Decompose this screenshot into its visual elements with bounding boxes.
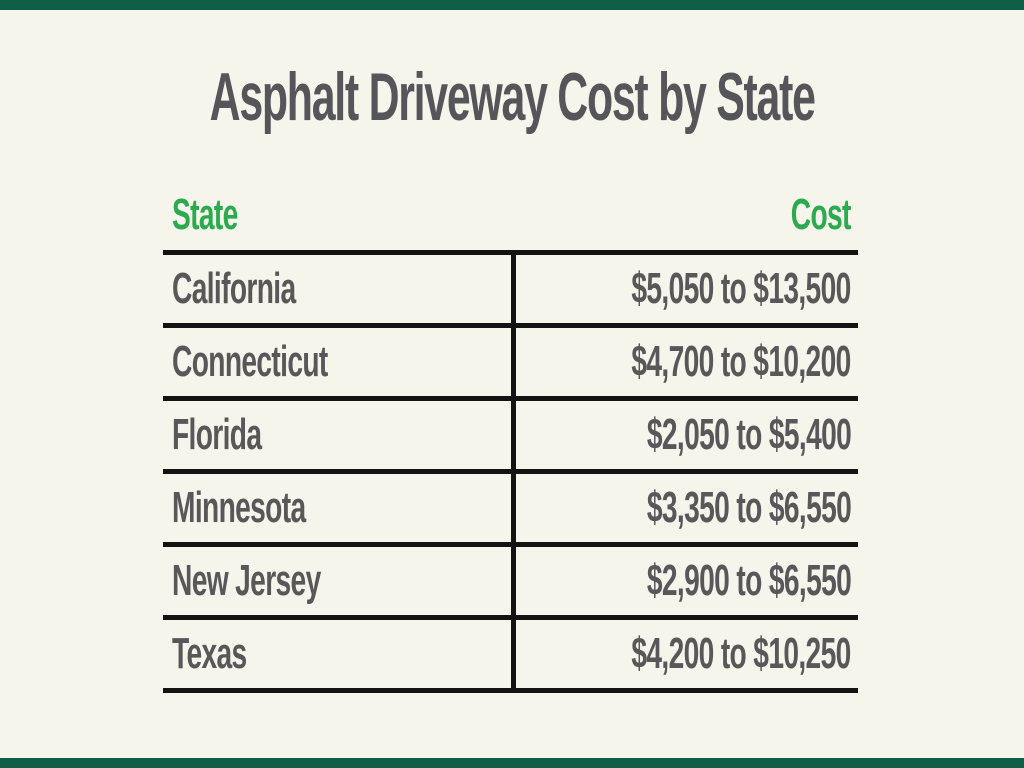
state-cell: Texas <box>172 629 247 678</box>
cost-column-header: Cost <box>790 190 852 239</box>
state-cell: Florida <box>172 410 262 459</box>
cost-cell: $4,700 to $10,200 <box>631 337 852 386</box>
bottom-accent-bar <box>0 758 1024 768</box>
page-title: Asphalt Driveway Cost by State <box>0 60 1024 153</box>
state-cell: Minnesota <box>172 483 306 532</box>
table-row: Florida $2,050 to $5,400 <box>163 401 858 474</box>
cost-cell: $2,900 to $6,550 <box>646 556 852 605</box>
top-accent-bar <box>0 0 1024 10</box>
table-row: Connecticut $4,700 to $10,200 <box>163 328 858 401</box>
table-row: California $5,050 to $13,500 <box>163 255 858 328</box>
state-column-header: State <box>172 190 238 239</box>
cost-cell: $5,050 to $13,500 <box>631 264 852 313</box>
table-row: Texas $4,200 to $10,250 <box>163 620 858 693</box>
state-cell: New Jersey <box>172 556 321 605</box>
state-cell: Connecticut <box>172 337 328 386</box>
cost-cell: $4,200 to $10,250 <box>631 629 852 678</box>
cost-cell: $2,050 to $5,400 <box>646 410 852 459</box>
table-row: Minnesota $3,350 to $6,550 <box>163 474 858 547</box>
table-header-row: State Cost <box>163 180 858 250</box>
table-row: New Jersey $2,900 to $6,550 <box>163 547 858 620</box>
cost-table: California $5,050 to $13,500 Connecticut $4… <box>163 250 858 693</box>
state-cell: California <box>172 264 296 313</box>
page-title-text: Asphalt Driveway Cost by State <box>209 59 816 135</box>
column-divider-line <box>511 250 516 693</box>
cost-cell: $3,350 to $6,550 <box>646 483 852 532</box>
